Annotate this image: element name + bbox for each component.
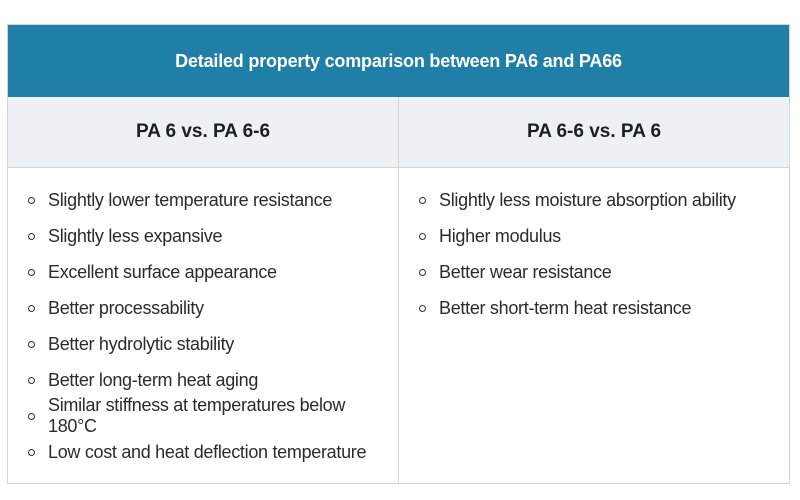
comparison-table: Detailed property comparison between PA6… xyxy=(7,24,790,484)
hollow-circle-bullet-icon xyxy=(28,340,35,348)
list-item-text: Better wear resistance xyxy=(439,261,612,282)
hollow-circle-bullet-icon xyxy=(28,232,35,240)
column-header-pa66: PA 6-6 vs. PA 6 xyxy=(398,97,789,167)
list-item-text: Better hydrolytic stability xyxy=(48,333,234,354)
column-header-pa6: PA 6 vs. PA 6-6 xyxy=(135,121,271,142)
list-item-text: Higher modulus xyxy=(439,225,561,246)
hollow-circle-bullet-icon xyxy=(28,196,35,204)
list-item-text: Better long-term heat aging xyxy=(48,369,259,390)
hollow-circle-bullet-icon xyxy=(28,376,35,384)
list-item-text: Better short-term heat resistance xyxy=(439,297,692,318)
column-header-row: PA 6 vs. PA 6-6 PA 6-6 vs. PA 6 xyxy=(8,97,789,168)
list-item-text: Slightly less moisture absorption abilit… xyxy=(439,189,736,210)
list-item: Better hydrolytic stability xyxy=(28,326,398,362)
hollow-circle-bullet-icon xyxy=(419,196,426,204)
list-item: Slightly less expansive xyxy=(28,218,398,254)
list-item: Better short-term heat resistance xyxy=(419,290,789,326)
list-item-text: Better processability xyxy=(48,297,204,318)
list-item-text: Slightly lower temperature resistance xyxy=(48,189,333,210)
list-item-text: Low cost and heat deflection temperature xyxy=(48,441,367,462)
list-item-text: Excellent surface appearance xyxy=(48,261,277,282)
list-item: Better wear resistance xyxy=(419,254,789,290)
hollow-circle-bullet-icon xyxy=(419,232,426,240)
pa66-property-list: Slightly less moisture absorption abilit… xyxy=(399,182,789,326)
table-body-row: Slightly lower temperature resistance Sl… xyxy=(8,168,789,483)
column-body-pa66: Slightly less moisture absorption abilit… xyxy=(398,168,789,483)
column-body-pa6: Slightly lower temperature resistance Sl… xyxy=(8,168,398,483)
hollow-circle-bullet-icon xyxy=(28,304,35,312)
list-item: Low cost and heat deflection temperature xyxy=(28,434,398,470)
hollow-circle-bullet-icon xyxy=(419,304,426,312)
hollow-circle-bullet-icon xyxy=(419,268,426,276)
list-item-text: Slightly less expansive xyxy=(48,225,223,246)
hollow-circle-bullet-icon xyxy=(28,412,35,420)
hollow-circle-bullet-icon xyxy=(28,268,35,276)
hollow-circle-bullet-icon xyxy=(28,448,35,456)
list-item-text: Similar stiffness at temperatures below … xyxy=(48,395,346,436)
pa6-property-list: Slightly lower temperature resistance Sl… xyxy=(8,182,398,470)
list-item: Excellent surface appearance xyxy=(28,254,398,290)
list-item: Higher modulus xyxy=(419,218,789,254)
list-item: Slightly lower temperature resistance xyxy=(28,182,398,218)
list-item: Similar stiffness at temperatures below … xyxy=(28,395,398,436)
table-title: Detailed property comparison between PA6… xyxy=(8,25,789,97)
list-item: Better processability xyxy=(28,290,398,326)
list-item: Better long-term heat aging xyxy=(28,362,398,398)
list-item: Slightly less moisture absorption abilit… xyxy=(419,182,789,218)
